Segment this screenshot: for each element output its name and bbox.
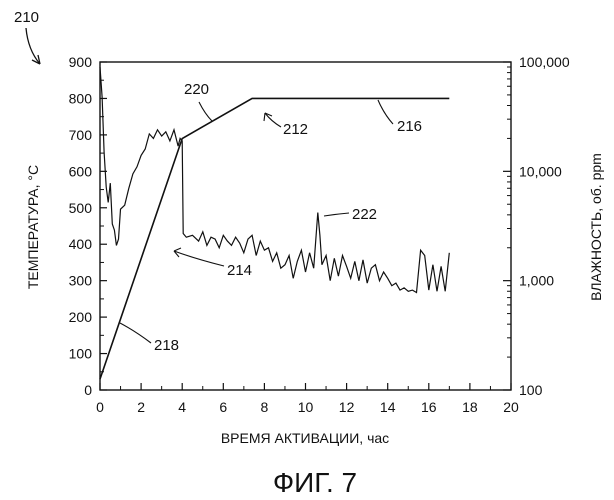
ref-label-216: 216 — [397, 118, 422, 135]
left-tick-label: 900 — [69, 54, 93, 70]
x-tick-label: 20 — [503, 399, 519, 415]
ref-leader-220 — [199, 102, 212, 121]
ref-leader-222 — [324, 213, 349, 216]
figure-number-leader — [26, 28, 40, 64]
left-tick-label: 0 — [84, 382, 92, 398]
left-tick-label: 800 — [69, 90, 93, 106]
x-tick-label: 12 — [339, 399, 355, 415]
left-axis-ticks: 0 100 200 300 400 500 600 700 800 900 — [69, 54, 107, 398]
left-tick-label: 400 — [69, 236, 93, 252]
x-tick-label: 18 — [462, 399, 478, 415]
x-tick-label: 14 — [380, 399, 396, 415]
right-tick-label: 10,000 — [519, 163, 562, 179]
figure-caption: ФИГ. 7 — [273, 467, 357, 498]
x-tick-label: 2 — [137, 399, 145, 415]
ref-leader-212 — [265, 113, 281, 127]
x-tick-label: 8 — [261, 399, 269, 415]
right-axis-ticks: 100 1,000 10,000 100,000 — [503, 54, 570, 398]
x-axis-title: ВРЕМЯ АКТИВАЦИИ, час — [221, 430, 389, 446]
moisture-line — [100, 67, 449, 293]
left-tick-label: 500 — [69, 200, 93, 216]
ref-label-222: 222 — [352, 206, 377, 223]
x-tick-label: 4 — [178, 399, 186, 415]
left-tick-label: 200 — [69, 309, 93, 325]
left-tick-label: 100 — [69, 346, 93, 362]
left-tick-label: 600 — [69, 163, 93, 179]
right-axis-title: ВЛАЖНОСТЬ, об. ppm — [588, 153, 604, 301]
ref-label-220: 220 — [184, 81, 209, 98]
ref-leader-216 — [378, 100, 393, 124]
temperature-setpoint-line — [100, 98, 449, 379]
x-tick-label: 6 — [219, 399, 227, 415]
right-tick-label: 1,000 — [519, 273, 554, 289]
ref-label-218: 218 — [154, 337, 179, 354]
right-tick-label: 100,000 — [519, 54, 570, 70]
x-tick-label: 16 — [421, 399, 437, 415]
left-tick-label: 700 — [69, 127, 93, 143]
ref-label-212: 212 — [283, 121, 308, 138]
x-axis-ticks: 0 2 4 6 8 10 12 14 16 18 20 — [96, 383, 519, 415]
ref-label-214: 214 — [227, 262, 252, 279]
right-tick-label: 100 — [519, 382, 543, 398]
ref-leader-218 — [120, 323, 151, 343]
x-tick-label: 0 — [96, 399, 104, 415]
figure-number: 210 — [14, 9, 39, 26]
ref-leader-214 — [174, 251, 224, 266]
left-tick-label: 300 — [69, 273, 93, 289]
x-tick-label: 10 — [298, 399, 314, 415]
left-axis-title: ТЕМПЕРАТУРА, °С — [25, 165, 41, 289]
